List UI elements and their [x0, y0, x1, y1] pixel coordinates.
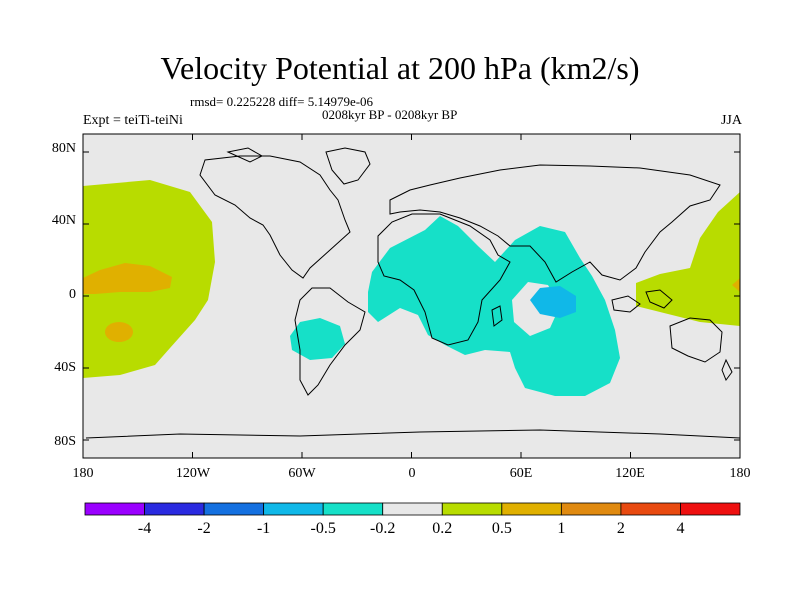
period-subtitle: 0208kyr BP - 0208kyr BP	[322, 107, 458, 122]
colorbar-swatch	[620, 502, 681, 516]
coastlines	[85, 147, 740, 439]
lon-tick-60w: 60W	[288, 466, 316, 481]
positive-core-pacific-south	[105, 322, 133, 342]
colorbar-label: 2	[616, 520, 625, 537]
lat-tick-0: 0	[69, 287, 76, 302]
season-label: JJA	[720, 113, 742, 128]
colorbar-swatch	[263, 502, 324, 516]
colorbar-swatch	[560, 502, 622, 516]
colorbar-label: 0.5	[491, 520, 512, 537]
experiment-label: Expt = teiTi-teiNi	[83, 113, 183, 128]
lat-tick-40n: 40N	[51, 213, 76, 228]
colorbar-label: -0.2	[370, 520, 396, 537]
plot-title: Velocity Potential at 200 hPa (km2/s)	[160, 50, 640, 86]
colorbar-swatch	[144, 502, 205, 516]
colorbar-swatch	[84, 502, 145, 516]
colorbar-swatch	[501, 502, 562, 516]
positive-region-west-pacific	[636, 192, 740, 326]
lat-tick-80s: 80S	[54, 434, 76, 449]
colorbar-swatch	[382, 502, 443, 516]
colorbar-label: -4	[137, 520, 152, 537]
negative-core-indian	[530, 286, 576, 318]
lat-tick-40s: 40S	[54, 360, 76, 375]
positive-core-dateline	[732, 278, 740, 292]
colorbar-swatch	[680, 502, 741, 516]
colorbar-label: -0.5	[310, 520, 336, 537]
lon-tick-60e: 60E	[509, 466, 533, 481]
lon-tick-0: 0	[408, 466, 416, 481]
lon-tick-180e: 180	[729, 466, 751, 481]
colorbar-label: 0.2	[432, 520, 453, 537]
negative-region-africa-indian	[368, 216, 620, 396]
lon-tick-180w: 180	[72, 466, 94, 481]
colorbar-label: -2	[197, 520, 211, 537]
colorbar-swatch	[441, 502, 503, 516]
colorbar-label: -1	[256, 520, 271, 537]
axis-ticks	[82, 134, 741, 458]
lat-tick-80n: 80N	[51, 141, 76, 156]
colorbar-label: 1	[557, 520, 566, 537]
colorbar-label: 4	[676, 520, 685, 537]
stats-subtitle: rmsd= 0.225228 diff= 5.14979e-06	[190, 94, 374, 109]
colorbar-swatch	[322, 502, 384, 516]
lon-tick-120w: 120W	[175, 466, 211, 481]
lon-tick-120e: 120E	[615, 466, 645, 481]
positive-core-pacific	[83, 263, 172, 294]
colorbar	[84, 502, 741, 516]
colorbar-swatch	[203, 502, 265, 516]
negative-region-south-america	[290, 318, 345, 360]
